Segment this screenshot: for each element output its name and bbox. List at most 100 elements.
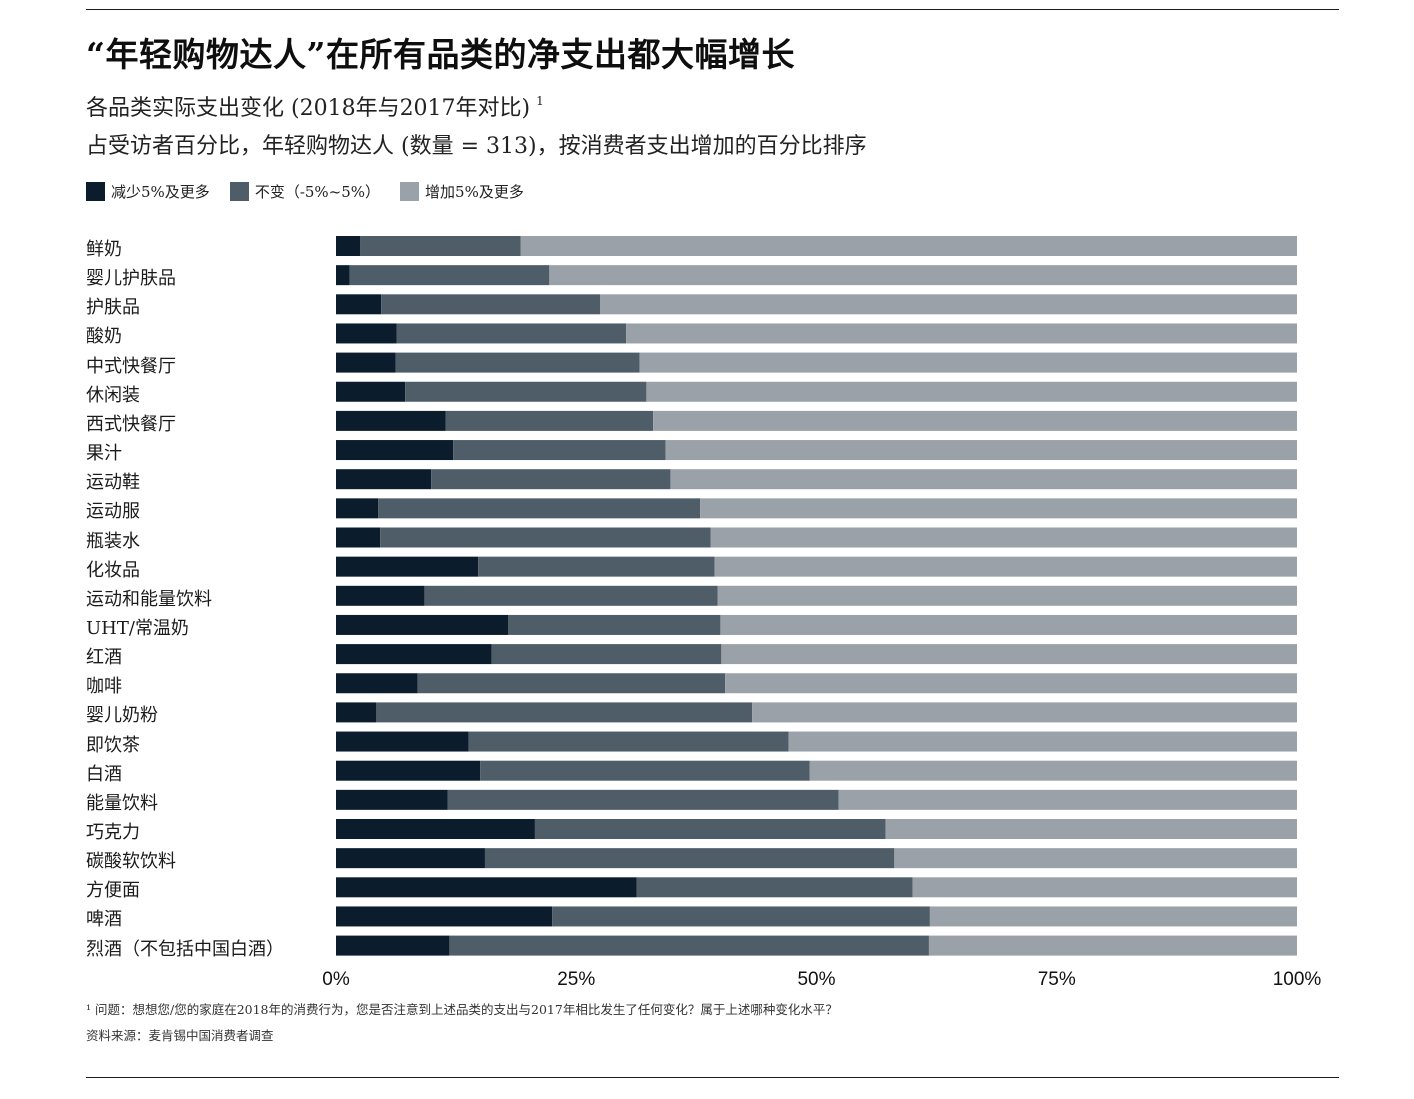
bar-segment-increase [710,527,1297,548]
x-tick-label: 50% [797,969,835,990]
bar-segment-increase [912,877,1297,898]
category-label: 婴儿奶粉 [86,705,158,727]
bar-segment-decrease [336,556,479,577]
legend-label-increase: 增加5%及更多 [425,183,524,201]
bar-segment-increase [720,614,1297,635]
category-label: 碳酸软饮料 [86,851,176,873]
chart-title: “年轻购物达人”在所有品类的净支出都大幅增长 [86,35,795,74]
bar-segment-unchanged [417,673,726,694]
bar-segment-increase [600,294,1297,315]
bar-segment-unchanged [381,294,601,315]
bar-segment-increase [670,469,1297,490]
legend-swatch-increase [400,182,420,201]
bar-segment-unchanged [449,935,929,956]
bar-segment-decrease [336,644,492,665]
bar-segment-unchanged [534,819,886,839]
category-label: 休闲装 [86,384,140,406]
category-label: 化妆品 [86,559,140,581]
bar-segment-decrease [336,410,446,431]
bar-segment-increase [838,789,1297,810]
bar-segment-increase [752,702,1297,723]
bar-segment-decrease [336,381,406,402]
top-rule [86,9,1339,10]
x-tick-label: 100% [1273,969,1322,990]
bar-segment-decrease [336,469,432,490]
bar-segment-unchanged [395,352,640,373]
x-tick-label: 0% [322,969,350,990]
bar-segment-unchanged [636,877,913,898]
category-label: 果汁 [86,443,122,465]
category-label: 护肤品 [86,297,140,319]
category-label: 西式快餐厅 [86,413,176,435]
bar-segment-unchanged [349,265,550,286]
bar-segment-unchanged [480,760,810,781]
bar-segment-unchanged [405,381,647,402]
category-label: 中式快餐厅 [86,355,176,377]
bar-segment-decrease [336,702,377,723]
bar-segment-increase [928,935,1297,956]
bar-segment-unchanged [491,644,722,665]
bar-segment-decrease [336,877,637,898]
bar-segment-decrease [336,935,450,956]
bar-segment-decrease [336,673,418,694]
category-label: 婴儿护肤品 [86,268,176,290]
category-label: 白酒 [86,763,122,785]
bar-segment-unchanged [380,527,711,548]
category-label: 即饮茶 [86,734,140,756]
bar-segment-decrease [336,848,485,869]
category-label: 红酒 [86,647,122,669]
category-label: 运动和能量饮料 [86,588,212,610]
bar-segment-unchanged [484,848,895,869]
bar-segment-decrease [336,498,379,519]
footnote-marker: 1 [536,94,544,108]
bar-segment-increase [639,352,1297,373]
category-label: 运动鞋 [86,472,140,494]
bar-segment-increase [717,585,1297,606]
x-tick-label: 75% [1038,969,1076,990]
category-label: 能量饮料 [86,792,158,814]
stacked-bar-chart: 0% 25% 50% 75% 100% [322,236,1322,990]
bar-segment-unchanged [468,731,789,752]
bar-segment-increase [549,265,1297,286]
bar-segment-decrease [336,789,448,810]
bar-segment-decrease [336,352,396,373]
legend-swatch-decrease [86,182,105,201]
bar-segment-increase [520,236,1297,256]
bar-segment-increase [653,410,1297,431]
bar-segment-decrease [336,527,381,548]
category-label: 运动服 [86,501,140,523]
category-label: 鲜奶 [86,239,122,260]
footnote-question: ¹ 问题：想想您/您的家庭在2018年的消费行为，您是否注意到上述品类的支出与2… [86,1002,838,1017]
category-label: 方便面 [86,880,140,902]
bar-segment-unchanged [424,585,718,606]
bar-segment-decrease [336,585,425,606]
bar-segment-unchanged [445,410,654,431]
chart-subtitle-1: 各品类实际支出变化 (2018年与2017年对比) 1 [86,90,544,122]
bar-segment-increase [700,498,1297,519]
legend-swatch-unchanged [229,182,249,201]
bar-segment-decrease [336,236,361,256]
bar-segment-unchanged [378,498,701,519]
bar-segment-unchanged [453,440,666,461]
bar-segment-decrease [336,819,535,839]
bar-segment-increase [809,760,1297,781]
bar-segment-unchanged [478,556,715,577]
bar-segment-increase [929,906,1297,927]
bar-segment-unchanged [376,702,753,723]
category-label: 瓶装水 [86,530,140,552]
legend-label-unchanged: 不变（-5%~5%） [254,183,381,201]
bar-segment-increase [714,556,1297,577]
bar-segment-decrease [336,906,553,927]
bar-segment-decrease [336,440,454,461]
bar-segment-increase [788,731,1297,752]
bar-segment-increase [626,323,1297,344]
bar-segment-decrease [336,323,397,344]
bar-segment-unchanged [360,236,521,256]
category-label: 巧克力 [86,822,140,843]
category-label: 啤酒 [86,909,122,931]
legend-item-increase: 增加5%及更多 [400,181,524,202]
bar-segment-decrease [336,731,469,752]
category-label: 咖啡 [86,676,122,698]
bar-segment-unchanged [552,906,930,927]
bar-segment-increase [894,848,1297,869]
